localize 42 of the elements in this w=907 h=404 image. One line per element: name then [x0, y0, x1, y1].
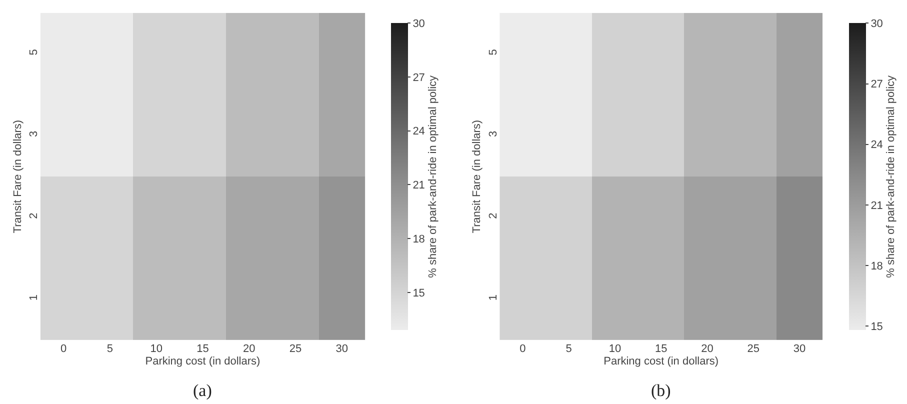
y-axis-title: Transit Fare (in dollars) [471, 120, 484, 234]
y-tick-label: 2 [487, 212, 500, 219]
y-tick-label: 1 [487, 294, 500, 301]
x-tick-label: 20 [701, 343, 714, 356]
y-tick-label: 5 [487, 49, 500, 56]
x-tick-label: 0 [60, 343, 67, 356]
color-bar-title: % share of park-and-ride in optimal policy [884, 74, 897, 278]
color-bar-label: 15 [870, 320, 883, 333]
x-tick-label: 5 [566, 343, 572, 356]
color-bar-label: 18 [412, 233, 425, 246]
y-tick-label: 5 [28, 49, 40, 56]
color-bar-label: 21 [870, 200, 883, 212]
x-tick-label: 0 [520, 343, 526, 356]
x-tick-label: 20 [242, 343, 256, 356]
x-tick-label: 10 [150, 343, 162, 356]
x-axis-title: Parking cost (in dollars) [145, 355, 260, 368]
y-tick-label: 2 [28, 212, 40, 219]
x-axis-title: Parking cost (in dollars) [604, 355, 719, 368]
color-bar-label: 27 [412, 72, 425, 84]
color-bar-label: 15 [412, 287, 425, 300]
y-tick-label: 3 [28, 130, 40, 138]
text: (a) [193, 381, 212, 400]
color-bar-label: 24 [412, 126, 425, 138]
color-bar-label: 24 [870, 139, 883, 152]
y-axis-title: Transit Fare (in dollars) [12, 120, 24, 234]
text: (b) [651, 381, 671, 400]
color-bar-label: 18 [870, 260, 883, 272]
color-bar-label: 30 [412, 18, 425, 30]
x-tick-label: 30 [793, 343, 806, 356]
x-tick-label: 25 [289, 343, 302, 356]
x-tick-label: 5 [106, 343, 114, 356]
y-tick-label: 1 [28, 294, 40, 301]
color-bar-label: 30 [870, 18, 883, 30]
color-bar-label: 21 [412, 180, 425, 192]
y-tick-label: 3 [487, 130, 500, 138]
x-tick-label: 30 [336, 343, 348, 356]
color-bar-title: % share of park-and-ride in optimal policy [426, 74, 439, 278]
x-tick-label: 15 [196, 343, 209, 356]
color-bar-label: 27 [870, 78, 883, 91]
x-tick-label: 10 [608, 343, 622, 356]
x-tick-label: 15 [654, 343, 668, 356]
x-tick-label: 25 [747, 343, 760, 356]
